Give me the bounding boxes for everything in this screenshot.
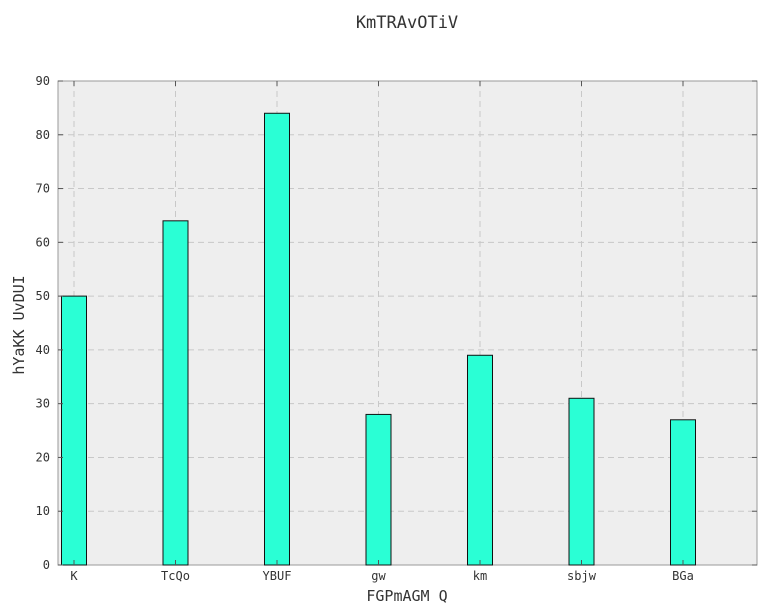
y-tick-label: 60 [36,235,50,249]
x-tick-label: K [70,569,78,583]
bar-BGa [670,419,696,566]
x-tick-label: sbjw [567,569,597,583]
y-tick-label: 90 [36,74,50,88]
y-tick-label: 10 [36,504,50,518]
bar-sbjw [568,397,595,566]
y-tick-label: 30 [36,397,50,411]
bars [61,112,696,566]
bar-km [467,354,493,566]
chart-title: KmTRAvOTiV [356,13,458,33]
x-tick-label: km [473,569,487,583]
y-tick-label: 50 [36,289,50,303]
y-tick-label: 40 [36,343,50,357]
bar-gw [365,413,392,566]
x-tick-label: gw [371,569,386,583]
y-tick-label: 0 [43,558,50,572]
y-tick-label: 20 [36,450,50,464]
bar-K [61,295,87,566]
x-tick-label: TcQo [161,569,190,583]
axis-ticks: 0 10 20 30 40 50 60 70 80 90 K TcQo YBUF gw km sbjw BGa [36,74,757,583]
x-tick-label: YBUF [263,569,292,583]
y-axis-label: hYaKK UvDUI [10,275,28,374]
bar-TcQo [162,220,189,566]
bar-YBUF [264,112,290,566]
x-tick-label: BGa [672,569,694,583]
x-axis-label: FGPmAGM Q [366,587,447,605]
y-tick-label: 80 [36,128,50,142]
y-tick-label: 70 [36,182,50,196]
